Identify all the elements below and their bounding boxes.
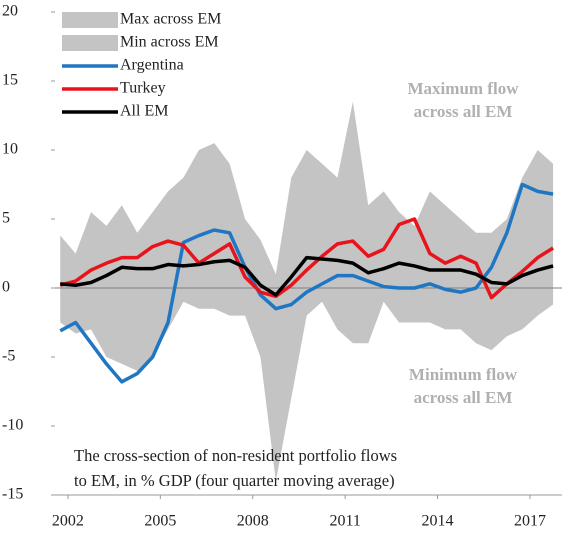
x-tick-label: 2005 <box>144 513 176 530</box>
legend-swatch <box>62 35 118 51</box>
y-tick-label: -10 <box>2 417 23 434</box>
line <box>59 217 554 300</box>
legend-label: Max across EM <box>120 11 221 28</box>
x-tick-label: 2008 <box>237 513 269 530</box>
line <box>60 255 554 297</box>
line <box>59 182 554 384</box>
plot-area <box>55 101 562 482</box>
legend-label: Min across EM <box>120 34 219 51</box>
y-tick-label: 0 <box>2 279 10 296</box>
note: The cross-section of non-resident portfo… <box>74 446 397 465</box>
legend-label: Turkey <box>120 80 166 97</box>
annotation: across all EM <box>414 102 513 121</box>
y-tick-label: -5 <box>2 348 15 365</box>
annotation: Maximum flow <box>408 79 520 98</box>
x-tick-label: 2002 <box>52 513 84 530</box>
note: to EM, in % GDP (four quarter moving ave… <box>74 471 395 490</box>
legend-label: Argentina <box>120 57 184 74</box>
y-tick-label: 20 <box>2 3 18 20</box>
x-tick-label: 2014 <box>422 513 454 530</box>
annotation: Minimum flow <box>409 365 518 384</box>
y-tick-label: 10 <box>2 141 18 158</box>
legend-label: All EM <box>120 103 168 120</box>
area <box>60 288 554 482</box>
x-tick-label: 2017 <box>514 513 546 530</box>
legend-swatch <box>62 12 118 28</box>
y-tick-label: 5 <box>2 210 10 227</box>
y-tick-label: 15 <box>2 72 18 89</box>
annotation: across all EM <box>414 388 513 407</box>
x-tick-label: 2011 <box>329 513 360 530</box>
y-tick-label: -15 <box>2 486 23 503</box>
